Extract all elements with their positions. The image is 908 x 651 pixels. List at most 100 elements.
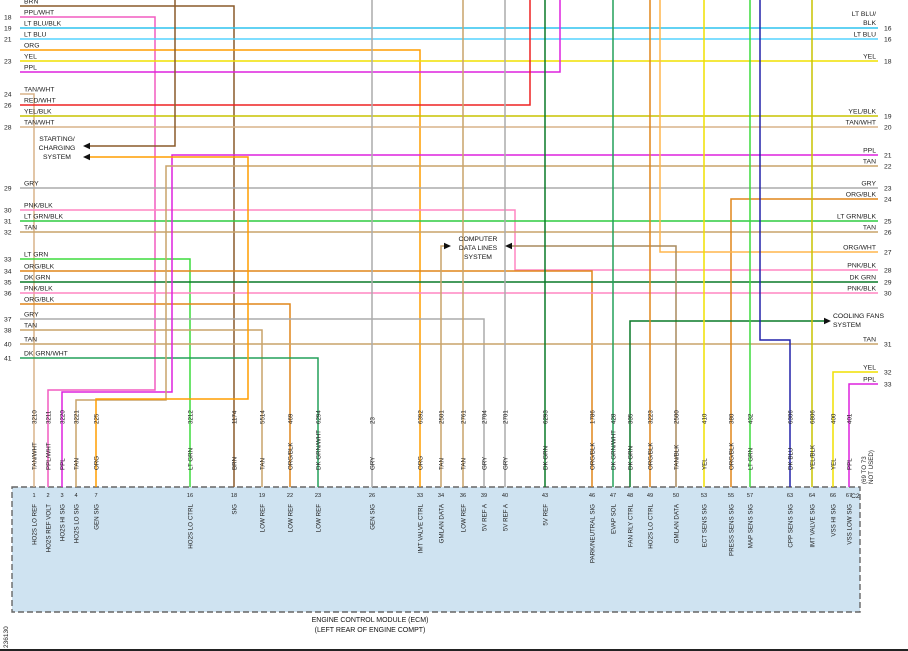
circuit-number: 400 — [831, 413, 838, 424]
connector-pin-number: 40 — [502, 493, 508, 499]
wire-color-label: ORG — [418, 456, 425, 470]
left-pin-number: 23 — [4, 59, 12, 66]
connector-pin-number: 18 — [231, 493, 237, 499]
left-wire-label: DK GRN/WHT — [24, 351, 68, 358]
left-pin-number: 36 — [4, 291, 12, 298]
connector-pin-number: 7 — [94, 493, 97, 499]
right-wire-label: PPL — [863, 148, 876, 155]
pin-function-label: SIG — [232, 504, 239, 515]
wire-ppl-wht — [20, 16, 156, 487]
computer-data-lines-system-label: DATA LINES — [459, 245, 498, 252]
flow-arrow — [83, 142, 90, 150]
connector-pin-number: 19 — [259, 493, 265, 499]
left-wire-label: ORG/BLK — [24, 297, 55, 304]
right-pin-number: 29 — [884, 280, 892, 287]
wire-color-label: ORG/BLK — [729, 442, 736, 470]
wire-color-label: PPL/WHT — [46, 442, 53, 470]
connector-pin-number: 57 — [747, 493, 753, 499]
left-wire-label: TAN — [24, 225, 37, 232]
connector-pin-number: 46 — [589, 493, 595, 499]
right-wire-label: DK GRN — [850, 275, 877, 282]
pin-function-label: LOW REF — [316, 504, 323, 532]
wire-yel — [832, 371, 878, 487]
connector-pin-number: 39 — [481, 493, 487, 499]
wire-tan — [440, 245, 444, 487]
circuit-number: 23 — [370, 417, 377, 424]
wire-color-label: DK GRN/WHT — [611, 430, 618, 470]
left-pin-number: 35 — [4, 280, 12, 287]
wire-dk-grn — [629, 320, 824, 487]
pin-function-label: PRESS SENS SIG — [729, 504, 736, 556]
pin-function-label: GEN SIG — [94, 504, 101, 530]
right-pin-number: 26 — [884, 230, 892, 237]
pin-function-label: FAN RLY CTRL — [628, 503, 635, 547]
wire-gry — [20, 318, 485, 487]
left-wire-label: ORG — [24, 43, 39, 50]
starting-charging-system-label: STARTING/ — [39, 136, 75, 143]
wire-color-label: LT GRN — [188, 448, 195, 470]
left-pin-number: 37 — [4, 317, 12, 324]
left-pin-number: 33 — [4, 257, 12, 264]
left-pin-number: 18 — [4, 15, 12, 22]
circuit-number: 6806 — [810, 410, 817, 424]
left-pin-number: 38 — [4, 328, 12, 335]
wire-org — [20, 49, 421, 487]
left-wire-label: TAN — [24, 323, 37, 330]
wire-brn — [90, 0, 176, 147]
connector-pin-number: 66 — [830, 493, 836, 499]
wire-color-label: TAN/WHT — [32, 442, 39, 470]
left-wire-label: RED/WHT — [24, 98, 56, 105]
pin-function-label: HO2S LO CTRL — [648, 503, 655, 548]
right-pin-number: 18 — [884, 59, 892, 66]
left-pin-number: 34 — [4, 269, 12, 276]
wire-tan — [20, 329, 263, 487]
circuit-number: 401 — [847, 413, 854, 424]
circuit-number: 2500 — [674, 410, 681, 424]
left-pin-number: 32 — [4, 230, 12, 237]
wire-color-label: YEL — [831, 458, 838, 470]
left-wire-label: LT BLU/BLK — [24, 21, 62, 28]
starting-charging-system-label: SYSTEM — [43, 154, 71, 161]
flow-arrow — [824, 317, 831, 325]
left-wire-label: GRY — [24, 181, 39, 188]
wire-red-wht — [20, 0, 531, 106]
circuit-number: 5514 — [260, 410, 267, 424]
connector-pin-number: 64 — [809, 493, 815, 499]
circuit-number: 428 — [611, 413, 618, 424]
pin-function-label: EVAP SOL — [611, 503, 618, 534]
right-wire-label: PNK/BLK — [847, 263, 876, 270]
connector-pin-number: 36 — [460, 493, 466, 499]
pin-function-label: LOW REF — [260, 504, 267, 532]
ecm-label-line1: ENGINE CONTROL MODULE (ECM) — [311, 617, 429, 624]
pin-function-label: 5V REF A — [482, 503, 489, 531]
circuit-number: 6392 — [418, 410, 425, 424]
pin-function-label: GEN SIG — [370, 504, 377, 530]
computer-data-lines-system-label: SYSTEM — [464, 254, 492, 261]
left-wire-label: GRY — [24, 312, 39, 319]
wire-dk-grn-wht — [20, 357, 319, 487]
right-pin-number: 21 — [884, 153, 892, 160]
left-wire-label: BRN — [24, 0, 38, 6]
wire-lt-grn — [20, 258, 191, 487]
wire-color-label: GRY — [503, 457, 510, 470]
pin-function-label: 5V REF A — [503, 503, 510, 531]
circuit-number: 1786 — [590, 410, 597, 424]
cooling-fans-system-label: SYSTEM — [833, 322, 861, 329]
pin-function-label: LOW REF — [288, 504, 295, 532]
wire-org-blk — [730, 198, 878, 487]
wire-org-wht — [659, 0, 878, 253]
wire-color-label: GRY — [370, 457, 377, 470]
right-pin-number: 32 — [884, 370, 892, 377]
right-pin-number: 27 — [884, 250, 892, 257]
right-wire-label: LT BLU — [854, 32, 877, 39]
connector-pin-number: 22 — [287, 493, 293, 499]
connector-pin-number: 4 — [74, 493, 77, 499]
connector-pin-number: 48 — [627, 493, 633, 499]
left-pin-number: 31 — [4, 219, 12, 226]
right-pin-number: 28 — [884, 268, 892, 275]
left-pin-number: 26 — [4, 103, 12, 110]
wire-dk-blu — [759, 0, 791, 487]
wire-color-label: TAN — [461, 458, 468, 470]
drawing-number: 236130 — [3, 626, 10, 648]
